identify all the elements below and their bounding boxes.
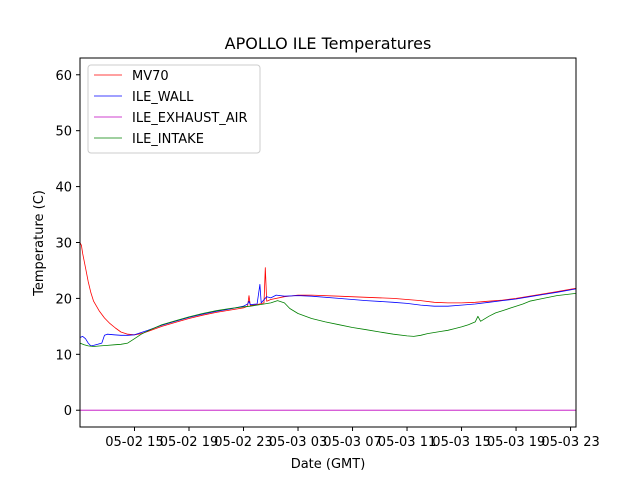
x-tick-label: 05-02 23 (214, 435, 272, 450)
x-tick-label: 05-03 11 (378, 435, 436, 450)
y-axis-label: Temperature (C) (32, 190, 47, 297)
x-tick-label: 05-03 19 (487, 435, 545, 450)
x-tick-label: 05-03 23 (541, 435, 599, 450)
legend-label-mv70: MV70 (132, 69, 169, 84)
chart-title: APOLLO ILE Temperatures (225, 34, 432, 53)
x-tick-label: 05-03 07 (323, 435, 381, 450)
legend-box (87, 64, 261, 154)
y-tick-label: 50 (55, 125, 72, 140)
x-tick-label: 05-03 03 (269, 435, 327, 450)
x-tick-label: 05-02 15 (105, 435, 163, 450)
x-axis-label: Date (GMT) (291, 457, 366, 472)
x-tick-label: 05-02 19 (160, 435, 218, 450)
x-tick-label: 05-03 15 (432, 435, 490, 450)
y-tick-label: 60 (55, 69, 72, 84)
y-tick-label: 30 (55, 237, 72, 252)
legend-label-ile-intake: ILE_INTAKE (132, 132, 204, 147)
legend-label-ile-exhaust-air: ILE_EXHAUST_AIR (132, 111, 248, 126)
y-tick-label: 0 (64, 404, 72, 419)
legend-label-ile-wall: ILE_WALL (132, 90, 194, 105)
legend: MV70 ILE_WALL ILE_EXHAUST_AIR ILE_INTAKE (87, 64, 261, 154)
y-tick-label: 40 (55, 181, 72, 196)
series-line-ile-wall (79, 284, 577, 347)
series-line-mv70 (79, 242, 577, 336)
legend-entries: MV70 ILE_WALL ILE_EXHAUST_AIR ILE_INTAKE (94, 69, 248, 147)
series-layer (79, 242, 577, 411)
y-tick-label: 20 (55, 292, 72, 307)
y-tick-label: 10 (55, 348, 72, 363)
series-line-ile-intake (79, 293, 577, 347)
